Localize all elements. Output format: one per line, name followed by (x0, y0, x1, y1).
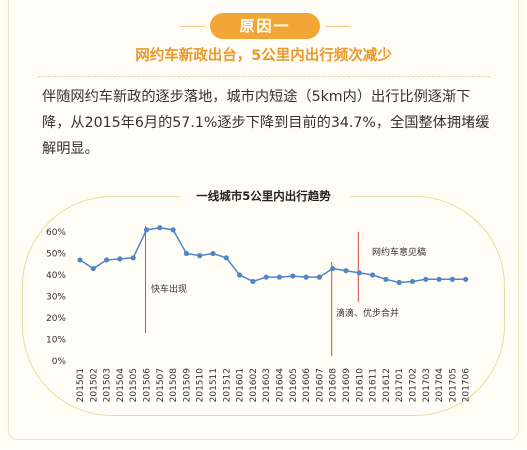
section-subtitle: 网约车新政出台，5公里内出行频次减少 (135, 48, 392, 64)
data-point (303, 274, 309, 280)
x-tick-label: 201603 (262, 368, 272, 402)
data-point (130, 255, 136, 261)
y-tick-label: 40% (46, 271, 66, 281)
y-tick-label: 60% (46, 228, 66, 238)
data-point (436, 276, 442, 282)
x-tick-label: 201504 (116, 368, 126, 403)
y-tick-label: 20% (46, 314, 66, 324)
data-point (316, 274, 322, 280)
x-tick-label: 201508 (169, 368, 179, 403)
x-tick-label: 201602 (249, 368, 259, 402)
y-tick-label: 10% (46, 336, 66, 346)
section-badge: 原因一 (210, 13, 320, 39)
card-border (8, 0, 519, 440)
x-tick-label: 201608 (329, 368, 339, 403)
data-point (383, 276, 389, 282)
badge-left-line (180, 26, 205, 27)
data-point (409, 278, 416, 285)
data-point (330, 265, 336, 272)
x-tick-label: 201606 (302, 368, 312, 403)
data-point (104, 257, 110, 263)
x-tick-label: 201702 (409, 368, 419, 402)
x-tick-label: 201507 (156, 368, 166, 402)
x-tick-label: 201505 (129, 368, 139, 402)
annotation-label: 网约车意见稿 (372, 246, 426, 258)
x-tick-label: 201501 (76, 368, 86, 402)
data-point (250, 278, 256, 285)
data-point (197, 253, 203, 259)
x-tick-label: 201604 (276, 368, 286, 403)
data-point (290, 273, 296, 279)
annotation-label: 快车出现 (151, 283, 187, 295)
data-point (423, 276, 429, 282)
badge-right-line (325, 26, 350, 27)
data-point (210, 250, 216, 257)
x-tick-label: 201703 (422, 368, 432, 402)
annotation-label: 滴滴、优步合并 (336, 307, 399, 319)
chart-title-background (180, 187, 350, 205)
x-tick-label: 201605 (289, 368, 299, 402)
x-tick-label: 201609 (342, 368, 352, 403)
data-point (463, 276, 469, 282)
data-point (343, 268, 349, 274)
data-point (157, 225, 163, 231)
data-point (356, 270, 362, 276)
x-tick-label: 201705 (448, 368, 458, 402)
x-tick-label: 201511 (209, 368, 219, 402)
x-tick-label: 201502 (89, 368, 99, 402)
data-point (170, 227, 176, 233)
x-tick-label: 201601 (236, 368, 246, 402)
y-tick-label: 50% (46, 250, 66, 260)
data-point (117, 256, 123, 262)
x-tick-label: 201509 (182, 368, 192, 403)
chart-title: 一线城市5公里内出行趋势 (196, 189, 331, 203)
x-tick-label: 201611 (369, 368, 379, 402)
data-point (263, 274, 269, 280)
data-point (77, 257, 83, 263)
y-tick-label: 30% (46, 293, 66, 303)
x-tick-label: 201510 (196, 368, 206, 403)
data-point (237, 272, 243, 278)
data-point (370, 272, 376, 278)
x-tick-label: 201612 (382, 368, 392, 402)
data-point (396, 279, 402, 286)
x-tick-label: 201610 (355, 368, 365, 403)
x-tick-label: 201506 (143, 368, 153, 403)
x-tick-label: 201512 (222, 368, 232, 402)
x-tick-label: 201607 (315, 368, 325, 402)
subtitle-divider (38, 76, 490, 77)
body-paragraph: 伴随网约车新政的逐步落地，城市内短途（5km内）出行比例逐渐下降，从2015年6… (42, 89, 490, 157)
data-point (276, 274, 283, 280)
x-tick-label: 201706 (462, 368, 472, 403)
data-point (143, 227, 150, 233)
data-point (183, 250, 189, 257)
data-point (449, 276, 455, 282)
x-tick-label: 201701 (395, 368, 405, 402)
data-point (223, 255, 229, 261)
y-tick-label: 0% (52, 357, 67, 367)
x-tick-label: 201704 (435, 368, 445, 403)
data-point (90, 265, 96, 272)
x-tick-label: 201503 (103, 368, 113, 402)
